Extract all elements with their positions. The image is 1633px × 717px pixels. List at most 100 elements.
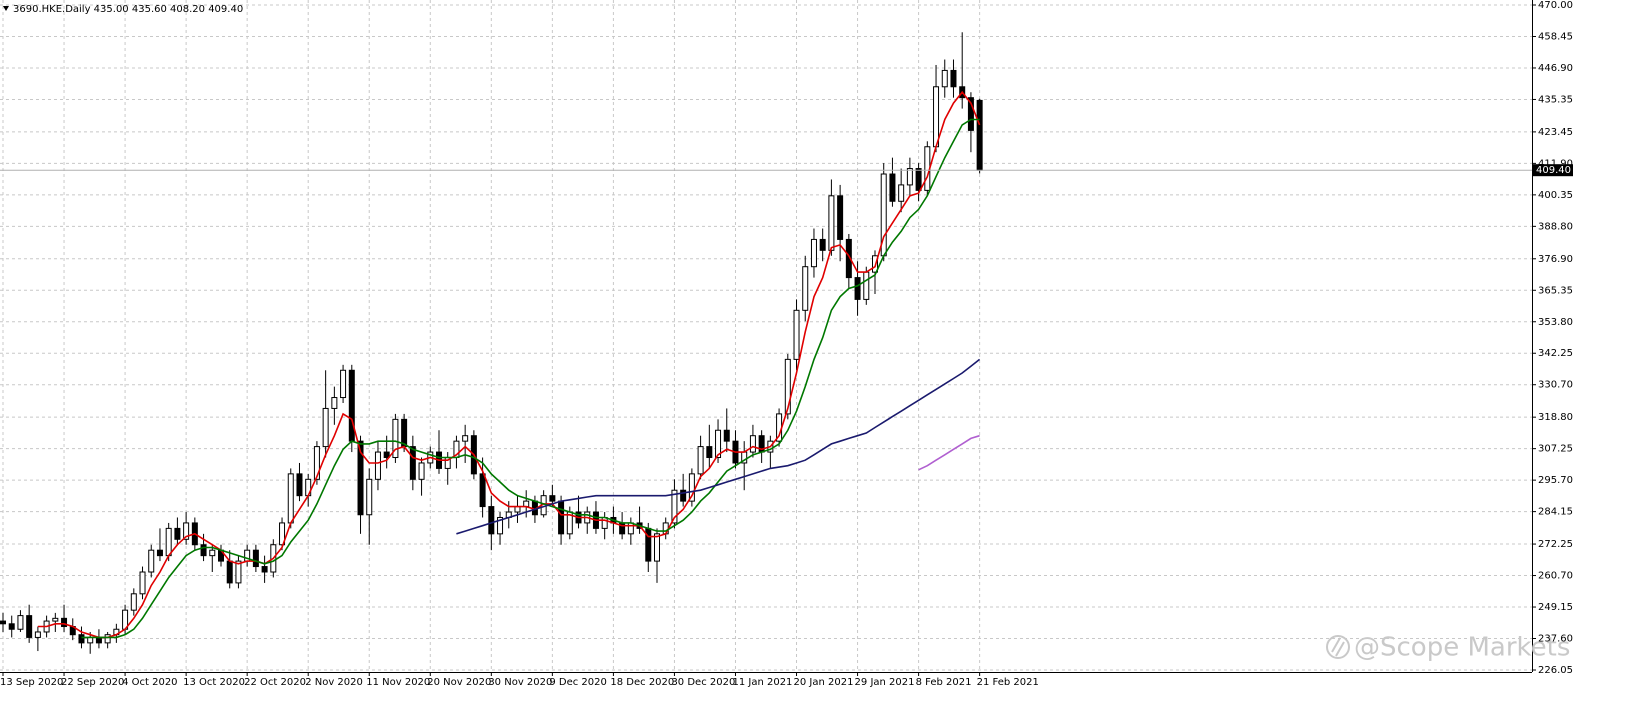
candle-body — [688, 473, 695, 502]
candle-body — [148, 549, 155, 573]
candle-body — [279, 522, 286, 546]
watermark-icon — [1326, 635, 1350, 659]
candle-body — [802, 266, 809, 311]
moving-average — [456, 358, 981, 535]
x-tick-label: 9 Dec 2020 — [549, 677, 607, 688]
x-tick-label: 13 Oct 2020 — [183, 677, 245, 688]
candle-body — [549, 495, 556, 502]
candle-body — [706, 446, 713, 459]
candle-body — [156, 549, 163, 557]
y-tick-label: 470.00 — [1538, 0, 1573, 11]
candle-body — [523, 500, 530, 508]
candle-body — [462, 435, 469, 442]
candle-body — [488, 506, 495, 535]
candle-body — [183, 522, 190, 540]
y-tick-label: 295.70 — [1538, 475, 1573, 486]
candle-body — [313, 446, 320, 480]
y-tick-label: 318.80 — [1538, 412, 1573, 423]
x-tick-label: 11 Nov 2020 — [366, 677, 430, 688]
candle-body — [828, 195, 835, 251]
y-tick-label: 365.35 — [1538, 285, 1573, 296]
candle-body — [26, 615, 33, 638]
candle-body — [34, 631, 41, 638]
candle-body — [17, 615, 24, 630]
candle-body — [654, 533, 660, 562]
moving-average — [37, 90, 981, 639]
candle-body — [8, 623, 15, 630]
candle-body — [348, 369, 355, 442]
y-tick-label: 446.90 — [1538, 63, 1573, 74]
candle-body — [558, 500, 565, 535]
y-tick-label: 458.45 — [1538, 31, 1573, 42]
x-tick-label: 13 Sep 2020 — [0, 677, 63, 688]
candle-body — [383, 451, 390, 459]
candle-body — [863, 271, 870, 300]
candle-body — [723, 429, 730, 442]
candle-body — [61, 617, 68, 628]
moving-average — [81, 118, 980, 639]
candle-body — [854, 277, 861, 300]
candle-body — [374, 451, 381, 480]
x-tick-label: 22 Oct 2020 — [244, 677, 306, 688]
candle-body — [392, 418, 399, 459]
chart-title: 3690.HKE.Daily 435.00 435.60 408.20 409.… — [13, 4, 243, 15]
candle-body — [810, 238, 817, 268]
candle-body — [78, 634, 85, 644]
candle-body — [497, 516, 504, 535]
x-tick-label: 2 Nov 2020 — [305, 677, 363, 688]
candle-body — [130, 593, 137, 611]
x-tick-label: 8 Feb 2021 — [916, 677, 972, 688]
y-tick-label: 411.90 — [1538, 158, 1573, 169]
x-tick-label: 21 Feb 2021 — [977, 677, 1039, 688]
candle-body — [87, 636, 94, 644]
y-tick-label: 284.15 — [1538, 507, 1573, 518]
y-tick-label: 330.70 — [1538, 380, 1573, 391]
y-tick-label: 435.35 — [1538, 94, 1573, 105]
y-tick-label: 260.70 — [1538, 571, 1573, 582]
y-tick-label: 342.25 — [1538, 348, 1573, 359]
x-tick-label: 18 Dec 2020 — [610, 677, 674, 688]
candle-body — [976, 99, 983, 171]
candle-body — [357, 440, 364, 516]
watermark: @Scope Markets — [1354, 633, 1570, 663]
candle-body — [401, 418, 408, 448]
candle-body — [479, 473, 486, 508]
grid — [0, 0, 1532, 672]
candle-body — [261, 566, 268, 573]
candle-body — [697, 446, 704, 475]
y-tick-label: 388.80 — [1538, 221, 1573, 232]
candle-body — [837, 195, 844, 240]
candle-body — [941, 69, 948, 88]
menu-icon[interactable] — [3, 6, 9, 11]
candle-body — [967, 97, 974, 131]
x-tick-label: 30 Dec 2020 — [671, 677, 735, 688]
y-tick-label: 237.60 — [1538, 634, 1573, 645]
current-price-box — [1533, 164, 1573, 177]
y-tick-label: 249.15 — [1538, 602, 1573, 613]
candle-body — [165, 527, 172, 557]
candle-body — [889, 173, 896, 202]
candle-body — [418, 462, 425, 480]
candle-body — [139, 571, 146, 595]
x-tick-label: 4 Oct 2020 — [122, 677, 177, 688]
candle-body — [749, 435, 756, 453]
y-tick-label: 307.25 — [1538, 444, 1573, 455]
candle-body — [296, 473, 303, 497]
candle-body — [235, 560, 242, 584]
x-tick-label: 29 Jan 2021 — [855, 677, 915, 688]
y-tick-label: 400.35 — [1538, 190, 1573, 201]
moving-average — [918, 434, 980, 471]
candle-body — [0, 620, 6, 625]
candle-body — [680, 489, 687, 502]
candle-body — [340, 369, 347, 399]
candle-body — [366, 478, 373, 516]
plot — [0, 32, 1532, 654]
candle-body — [906, 168, 913, 186]
candle-body — [915, 168, 922, 191]
candle-body — [845, 238, 852, 279]
candle-body — [819, 238, 826, 251]
candle-body — [331, 397, 338, 409]
candle-body — [174, 527, 181, 540]
candle-body — [226, 560, 233, 584]
